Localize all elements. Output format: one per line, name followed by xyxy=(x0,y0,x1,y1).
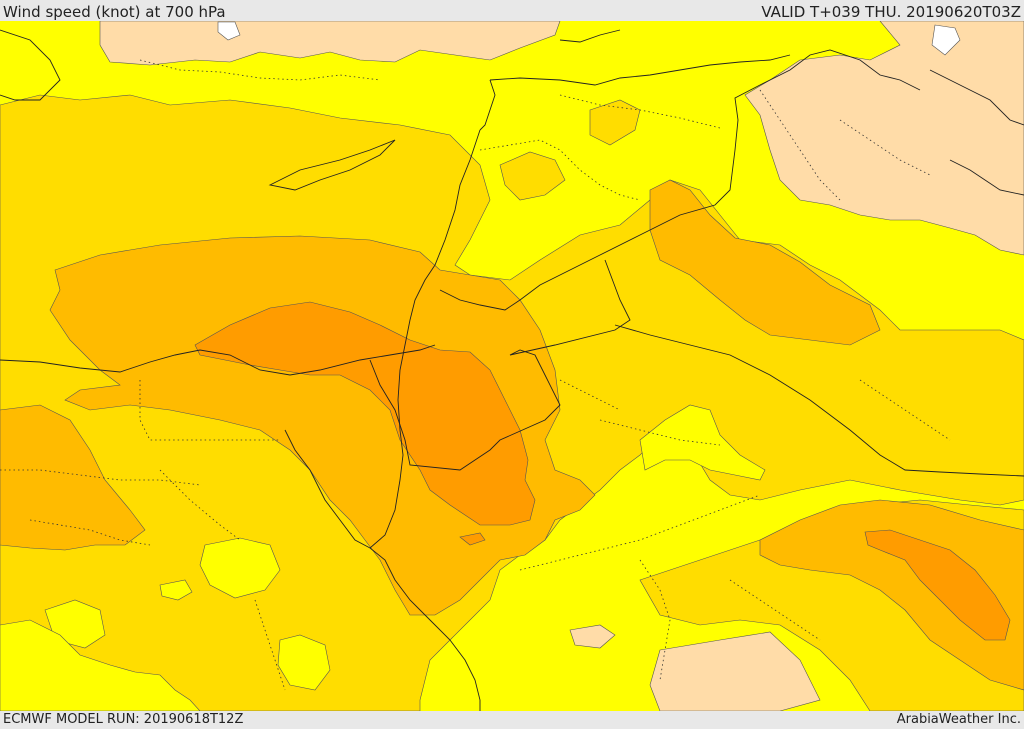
band-orange-jordan-iraq xyxy=(649,179,881,346)
band-gold-iraq-north xyxy=(589,99,641,146)
calm-region-northeast xyxy=(744,21,1024,256)
band-yellow-pocket-small xyxy=(159,579,193,601)
band-orange-central xyxy=(49,235,596,616)
map-title: Wind speed (knot) at 700 hPa xyxy=(3,3,226,21)
title-bar: Wind speed (knot) at 700 hPa VALID T+039… xyxy=(0,0,1024,21)
water-lake-northeast xyxy=(931,24,961,56)
band-deep-orange-gulf xyxy=(864,529,1011,641)
band-orange-west xyxy=(0,404,146,551)
credit: ArabiaWeather Inc. xyxy=(896,712,1021,727)
band-gold-syria xyxy=(499,151,566,201)
calm-region-southeast xyxy=(649,631,821,711)
coastlines xyxy=(0,29,1024,711)
valid-time: VALID T+039 THU. 20190620T03Z xyxy=(761,3,1021,21)
band-yellow-pocket-coast xyxy=(0,619,201,711)
band-yellow-pocket-redsea xyxy=(277,634,331,691)
band-yellow-pocket-egypt xyxy=(199,537,281,599)
wind-speed-map xyxy=(0,21,1024,711)
footer-bar: ECMWF MODEL RUN: 20190618T12Z ArabiaWeat… xyxy=(0,711,1024,729)
internal-borders xyxy=(0,59,951,691)
water-lake-north xyxy=(217,21,241,41)
model-run: ECMWF MODEL RUN: 20190618T12Z xyxy=(3,712,244,727)
calm-region-north xyxy=(99,21,561,66)
band-orange-southeast xyxy=(759,499,1024,691)
band-yellow-pocket-saudi xyxy=(639,404,766,481)
band-deep-orange-small xyxy=(459,532,486,546)
calm-region-gulf-small xyxy=(569,624,616,649)
